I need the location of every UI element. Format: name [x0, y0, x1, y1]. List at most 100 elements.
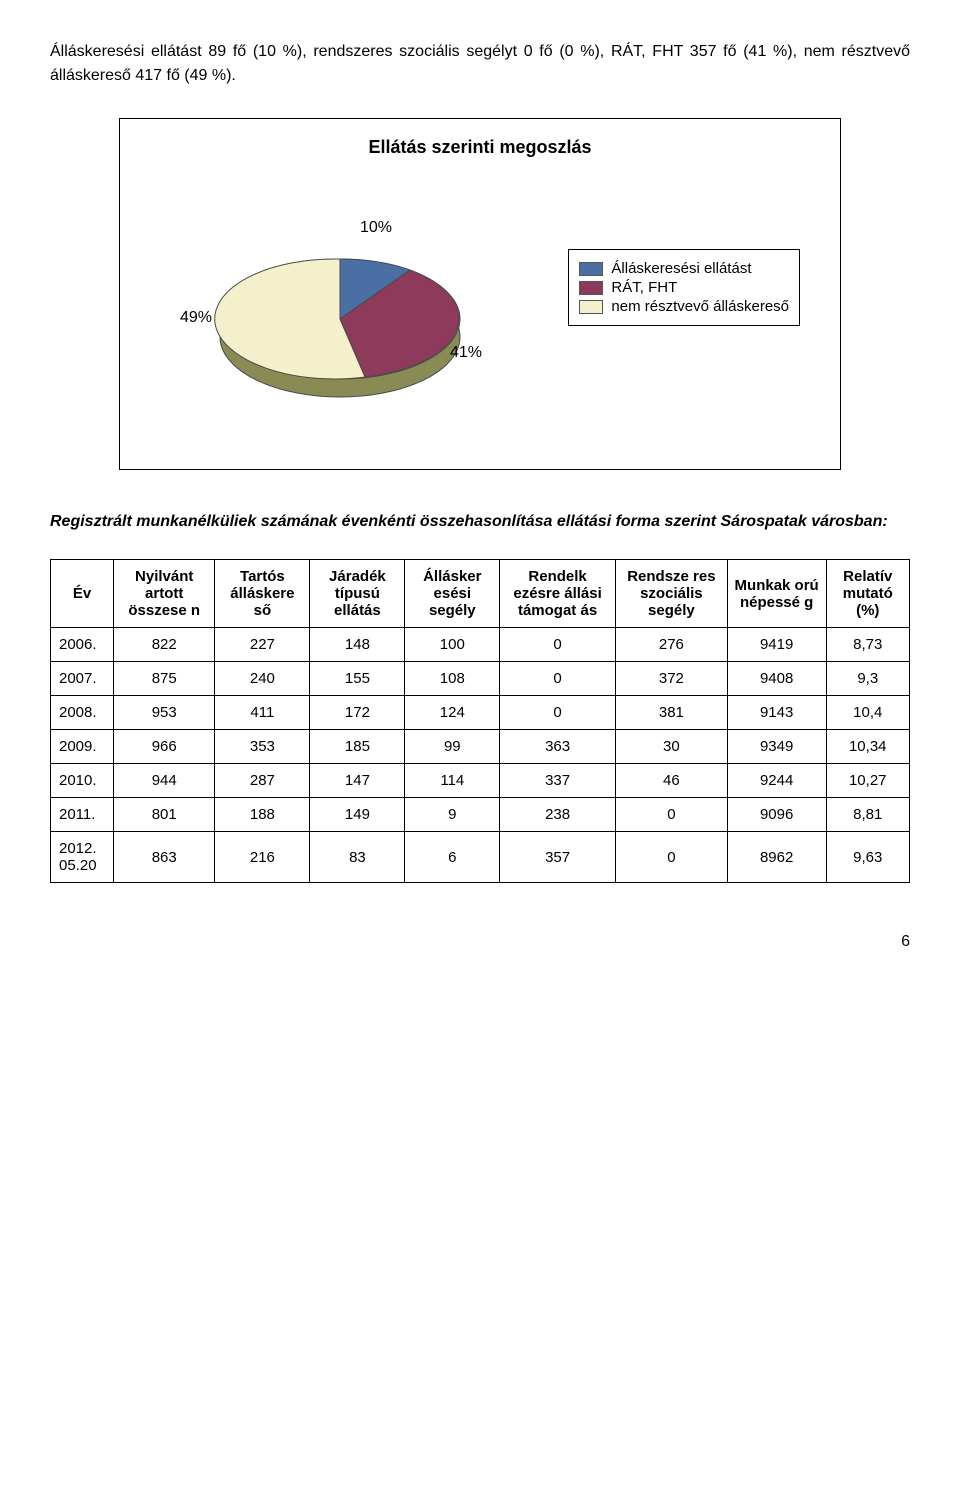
table-cell: 240 [215, 662, 310, 696]
legend-label: Álláskeresési ellátást [611, 260, 751, 277]
table-cell: 108 [405, 662, 500, 696]
table-cell: 188 [215, 798, 310, 832]
table-cell: 353 [215, 730, 310, 764]
legend-swatch-1 [579, 281, 603, 295]
table-cell: 9 [405, 798, 500, 832]
table-header-cell: Állásker esési segély [405, 560, 500, 628]
table-cell: 2006. [51, 628, 114, 662]
table-header-cell: Nyilvánt artott összese n [114, 560, 215, 628]
table-cell: 944 [114, 764, 215, 798]
table-cell: 2007. [51, 662, 114, 696]
table-cell: 83 [310, 832, 405, 883]
table-row: 2007.875240155108037294089,3 [51, 662, 910, 696]
pie-chart-box: Ellátás szerinti megoszlás 49% 10% 41% Á… [119, 118, 841, 470]
table-header-cell: Relatív mutató (%) [826, 560, 910, 628]
legend-label: RÁT, FHT [611, 279, 677, 296]
table-cell: 9,63 [826, 832, 910, 883]
table-row: 2009.9663531859936330934910,34 [51, 730, 910, 764]
table-header-cell: Rendsze res szociális segély [615, 560, 727, 628]
intro-paragraph: Álláskeresési ellátást 89 fő (10 %), ren… [50, 40, 910, 88]
table-cell: 822 [114, 628, 215, 662]
table-cell: 124 [405, 696, 500, 730]
table-cell: 8,73 [826, 628, 910, 662]
table-cell: 9244 [727, 764, 826, 798]
table-cell: 953 [114, 696, 215, 730]
table-cell: 10,34 [826, 730, 910, 764]
table-cell: 155 [310, 662, 405, 696]
table-cell: 9,3 [826, 662, 910, 696]
legend-swatch-2 [579, 300, 603, 314]
table-cell: 0 [500, 696, 616, 730]
legend-item: Álláskeresési ellátást [579, 260, 789, 277]
table-row: 2010.94428714711433746924410,27 [51, 764, 910, 798]
table-row: 2011.8011881499238090968,81 [51, 798, 910, 832]
table-header-cell: Rendelk ezésre állási támogat ás [500, 560, 616, 628]
table-row: 2006.822227148100027694198,73 [51, 628, 910, 662]
table-cell: 863 [114, 832, 215, 883]
table-header-cell: Járadék típusú ellátás [310, 560, 405, 628]
table-cell: 6 [405, 832, 500, 883]
table-head: ÉvNyilvánt artott összese nTartós állásk… [51, 560, 910, 628]
table-cell: 100 [405, 628, 500, 662]
pie-label-49: 49% [180, 309, 212, 327]
table-cell: 227 [215, 628, 310, 662]
table-cell: 114 [405, 764, 500, 798]
table-cell: 9419 [727, 628, 826, 662]
table-cell: 99 [405, 730, 500, 764]
table-cell: 9096 [727, 798, 826, 832]
table-cell: 357 [500, 832, 616, 883]
table-cell: 287 [215, 764, 310, 798]
table-cell: 147 [310, 764, 405, 798]
table-cell: 381 [615, 696, 727, 730]
table-row: 2008.9534111721240381914310,4 [51, 696, 910, 730]
table-header-row: ÉvNyilvánt artott összese nTartós állásk… [51, 560, 910, 628]
chart-legend: Álláskeresési ellátást RÁT, FHT nem rész… [568, 249, 800, 326]
table-cell: 30 [615, 730, 727, 764]
table-cell: 2011. [51, 798, 114, 832]
table-body: 2006.822227148100027694198,732007.875240… [51, 628, 910, 883]
table-cell: 0 [500, 662, 616, 696]
table-cell: 185 [310, 730, 405, 764]
table-cell: 9143 [727, 696, 826, 730]
table-cell: 172 [310, 696, 405, 730]
table-cell: 8962 [727, 832, 826, 883]
table-header-cell: Munkak orú népessé g [727, 560, 826, 628]
table-header-cell: Év [51, 560, 114, 628]
table-cell: 2012. 05.20 [51, 832, 114, 883]
page-number: 6 [50, 933, 910, 951]
table-cell: 372 [615, 662, 727, 696]
legend-swatch-0 [579, 262, 603, 276]
table-cell: 0 [500, 628, 616, 662]
table-cell: 801 [114, 798, 215, 832]
legend-item: nem résztvevő álláskereső [579, 298, 789, 315]
data-table: ÉvNyilvánt artott összese nTartós állásk… [50, 559, 910, 883]
table-cell: 2008. [51, 696, 114, 730]
table-cell: 148 [310, 628, 405, 662]
table-cell: 0 [615, 832, 727, 883]
table-cell: 10,27 [826, 764, 910, 798]
table-cell: 216 [215, 832, 310, 883]
table-cell: 10,4 [826, 696, 910, 730]
table-cell: 2009. [51, 730, 114, 764]
table-row: 2012. 05.20863216836357089629,63 [51, 832, 910, 883]
table-cell: 363 [500, 730, 616, 764]
legend-label: nem résztvevő álláskereső [611, 298, 789, 315]
table-cell: 2010. [51, 764, 114, 798]
table-cell: 149 [310, 798, 405, 832]
table-cell: 411 [215, 696, 310, 730]
pie-chart [200, 229, 480, 434]
table-header-cell: Tartós álláskere ső [215, 560, 310, 628]
pie-svg [200, 229, 480, 429]
table-cell: 337 [500, 764, 616, 798]
table-cell: 8,81 [826, 798, 910, 832]
chart-title: Ellátás szerinti megoszlás [120, 137, 840, 158]
table-cell: 0 [615, 798, 727, 832]
table-cell: 238 [500, 798, 616, 832]
table-cell: 9349 [727, 730, 826, 764]
table-cell: 9408 [727, 662, 826, 696]
pie-label-41: 41% [450, 344, 482, 362]
table-cell: 875 [114, 662, 215, 696]
table-cell: 276 [615, 628, 727, 662]
pie-label-10: 10% [360, 219, 392, 237]
table-cell: 46 [615, 764, 727, 798]
